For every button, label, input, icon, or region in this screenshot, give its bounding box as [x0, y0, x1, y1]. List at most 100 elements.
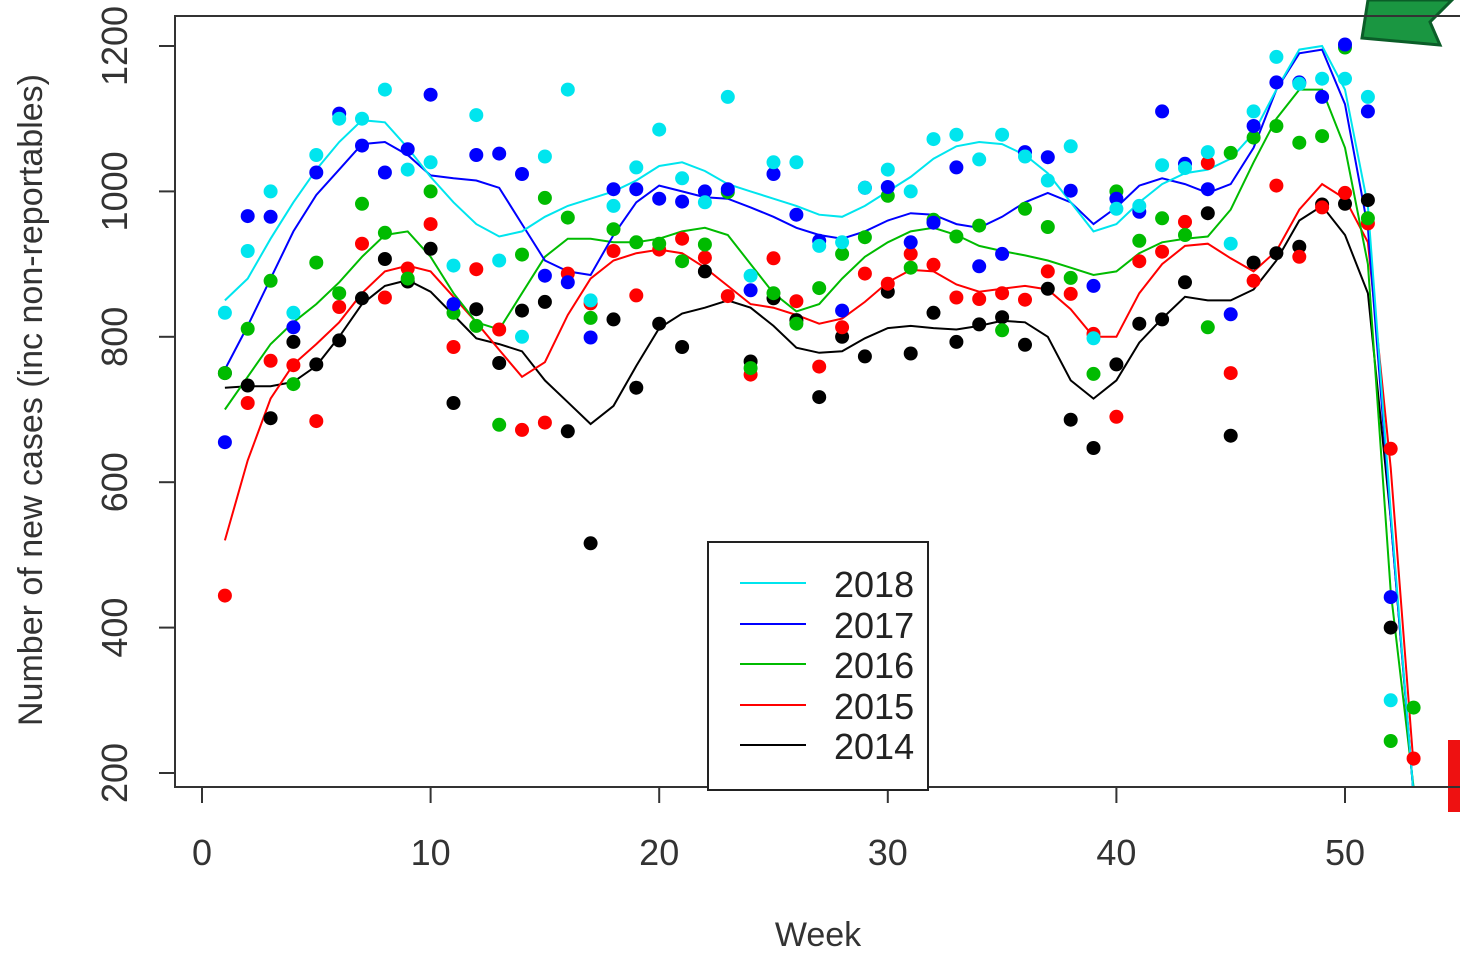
data-point-2015: [903, 246, 918, 261]
data-point-2018: [400, 162, 415, 177]
data-point-2016: [469, 318, 484, 333]
data-point-2017: [240, 209, 255, 224]
data-point-2017: [1223, 307, 1238, 322]
data-point-2016: [629, 235, 644, 250]
data-point-2014: [1132, 316, 1147, 331]
data-point-2017: [926, 215, 941, 230]
x-tick-label: 40: [1096, 832, 1136, 873]
data-point-2018: [926, 132, 941, 147]
data-point-2018: [743, 268, 758, 283]
data-point-2016: [1200, 320, 1215, 335]
data-point-2014: [332, 333, 347, 348]
x-tick-label: 30: [868, 832, 908, 873]
data-point-2015: [1132, 254, 1147, 269]
x-axis: 0 10 20 30 40 50: [192, 786, 1365, 873]
y-tick-label: 800: [94, 307, 135, 367]
data-point-2016: [1383, 734, 1398, 748]
data-point-2017: [286, 320, 301, 335]
data-point-2017: [1338, 37, 1352, 52]
data-point-2018: [1155, 158, 1170, 173]
data-point-2017: [652, 191, 667, 206]
data-point-2016: [1223, 145, 1238, 160]
data-point-2014: [1063, 412, 1078, 427]
legend-label: 2018: [834, 564, 914, 605]
data-point-2017: [949, 160, 964, 175]
data-point-2014: [1200, 206, 1215, 221]
data-point-2018: [789, 155, 804, 170]
y-axis-title: Number of new cases (inc non-reportables…: [12, 74, 50, 726]
data-point-2018: [492, 253, 507, 268]
data-point-2015: [606, 244, 621, 258]
data-point-2015: [1406, 751, 1421, 766]
data-point-2014: [286, 334, 301, 349]
data-point-2016: [789, 316, 804, 331]
data-point-2014: [697, 264, 712, 279]
data-point-2015: [1200, 156, 1215, 170]
data-point-2016: [1292, 135, 1307, 150]
data-point-2014: [446, 396, 461, 410]
data-point-2017: [1315, 89, 1330, 104]
data-point-2018: [903, 184, 918, 199]
data-point-2014: [606, 312, 621, 327]
data-point-2017: [606, 182, 621, 197]
data-point-2015: [789, 294, 804, 309]
data-point-2015: [629, 288, 644, 303]
data-point-2018: [515, 329, 529, 344]
data-point-2018: [240, 244, 255, 258]
data-point-2018: [835, 235, 850, 250]
data-point-2014: [492, 356, 507, 370]
series-line-2016: [224, 88, 1415, 786]
data-point-2016: [675, 254, 690, 269]
data-point-2016: [515, 247, 529, 262]
data-point-2018: [1040, 173, 1055, 188]
data-point-2017: [903, 235, 918, 250]
data-point-2017: [1040, 150, 1055, 165]
data-point-2016: [972, 218, 987, 233]
data-point-2017: [400, 142, 415, 157]
x-tick-label: 20: [639, 832, 679, 873]
data-point-2017: [469, 148, 484, 162]
legend-label: 2014: [834, 726, 914, 767]
data-point-2017: [583, 330, 598, 345]
data-point-2015: [240, 396, 255, 410]
data-point-2016: [1178, 228, 1192, 242]
data-point-2018: [652, 122, 667, 137]
data-point-2014: [903, 346, 918, 361]
data-point-2016: [1406, 700, 1421, 715]
data-point-2018: [263, 184, 278, 199]
data-point-2016: [835, 246, 850, 261]
data-point-2016: [537, 190, 552, 205]
data-point-2015: [1269, 178, 1284, 193]
data-point-2016: [857, 230, 872, 245]
y-tick-label: 1000: [94, 151, 135, 231]
data-point-2017: [1383, 590, 1398, 605]
data-point-2017: [492, 146, 507, 161]
data-point-2017: [217, 435, 232, 450]
data-point-2016: [1315, 129, 1330, 144]
data-point-2018: [995, 127, 1010, 142]
data-point-2015: [766, 251, 781, 266]
data-point-2017: [560, 275, 575, 290]
legend-label: 2017: [834, 605, 914, 646]
data-point-2018: [446, 258, 461, 273]
data-point-2016: [240, 321, 255, 336]
data-point-2016: [423, 184, 438, 199]
data-point-2015: [446, 340, 461, 354]
data-point-2016: [560, 210, 575, 225]
data-point-2018: [1109, 201, 1124, 216]
data-point-2017: [537, 268, 552, 283]
data-point-2015: [1018, 292, 1032, 307]
data-point-2016: [309, 255, 324, 270]
data-point-2016: [400, 271, 415, 286]
data-point-2018: [697, 195, 712, 210]
data-point-2018: [309, 148, 324, 162]
data-point-2015: [217, 588, 232, 603]
data-point-2018: [880, 162, 895, 177]
data-point-2018: [949, 127, 964, 142]
data-point-2016: [263, 273, 278, 288]
data-point-2015: [720, 289, 735, 304]
data-point-2016: [1132, 233, 1147, 248]
series-line-2014: [224, 204, 1414, 786]
data-point-2018: [1315, 71, 1330, 86]
